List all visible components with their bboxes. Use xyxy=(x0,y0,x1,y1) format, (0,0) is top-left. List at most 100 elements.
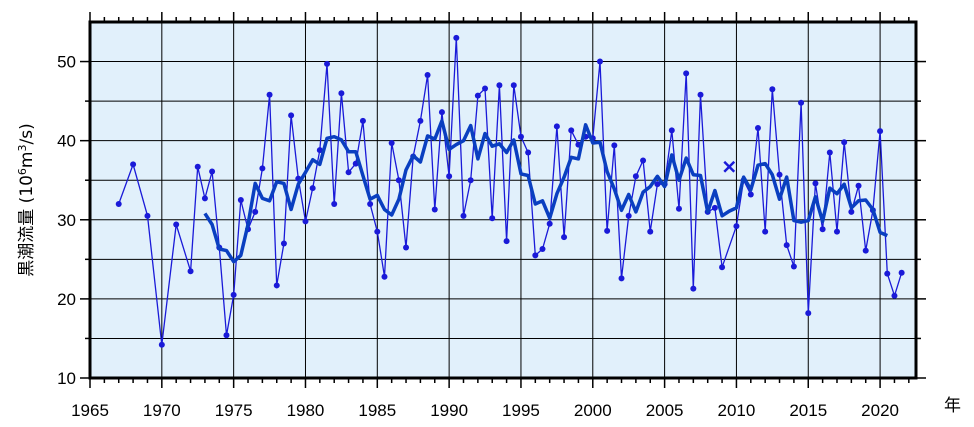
raw-series-point xyxy=(675,205,682,212)
raw-series-point xyxy=(510,82,517,89)
raw-series-point xyxy=(798,99,805,106)
raw-series-point xyxy=(331,200,338,207)
raw-series-point xyxy=(489,215,496,222)
x-tick-label: 2020 xyxy=(861,401,899,420)
plot-frame xyxy=(88,20,918,380)
raw-series-point xyxy=(769,86,776,93)
raw-series-point xyxy=(625,212,632,219)
y-tick-label: 20 xyxy=(57,290,76,309)
raw-series-point xyxy=(259,165,266,172)
raw-series-point xyxy=(438,109,445,116)
raw-series-point xyxy=(496,82,503,89)
y-tick-label: 10 xyxy=(57,369,76,388)
raw-series-point xyxy=(482,85,489,92)
raw-series-point xyxy=(374,228,381,235)
raw-series-point xyxy=(460,212,467,219)
highlight-marker xyxy=(723,160,736,173)
raw-series-point xyxy=(194,163,201,170)
raw-series-point xyxy=(424,72,431,79)
raw-series-point xyxy=(733,223,740,230)
x-tick-label: 2010 xyxy=(718,401,756,420)
raw-series-point xyxy=(841,139,848,146)
raw-series-point xyxy=(762,228,769,235)
x-tick-label: 1995 xyxy=(502,401,540,420)
x-tick-label: 1970 xyxy=(143,401,181,420)
raw-series-point xyxy=(503,238,510,245)
raw-series-point xyxy=(453,34,460,41)
raw-series-point xyxy=(668,127,675,134)
grid-lines xyxy=(89,22,916,379)
raw-series-point xyxy=(302,218,309,225)
raw-series-point xyxy=(431,206,438,213)
raw-series-point xyxy=(446,173,453,180)
raw-series-point xyxy=(640,157,647,164)
raw-series-point xyxy=(345,169,352,176)
smoothed-series-line xyxy=(203,119,889,264)
raw-series-point xyxy=(173,221,180,228)
raw-series-point xyxy=(790,263,797,270)
raw-series-point xyxy=(546,220,553,227)
raw-series-point xyxy=(848,208,855,215)
raw-series-point xyxy=(783,242,790,249)
raw-series-point xyxy=(467,177,474,184)
raw-series-point xyxy=(324,60,331,67)
y-axis-label: 黒潮流量 (106m3/s) xyxy=(16,123,38,276)
raw-series-point xyxy=(230,291,237,298)
x-axis-label: 年 xyxy=(944,396,961,416)
raw-series-point xyxy=(266,91,273,98)
raw-series-point xyxy=(647,228,654,235)
raw-series-point xyxy=(819,226,826,233)
y-axis-label-main: 黒潮流量 (10 xyxy=(17,175,37,277)
raw-series-point xyxy=(359,117,366,124)
y-axis-label-mid: m xyxy=(17,151,37,168)
x-tick-label: 1965 xyxy=(71,401,109,420)
raw-series-point xyxy=(237,197,244,203)
x-tick-label: 1975 xyxy=(215,401,253,420)
raw-series-point xyxy=(280,240,287,247)
raw-series-point xyxy=(711,204,718,211)
raw-series-point xyxy=(862,247,869,254)
raw-series-point xyxy=(683,70,690,77)
raw-series-point xyxy=(805,310,812,317)
x-tick-label: 2015 xyxy=(789,401,827,420)
raw-series-point xyxy=(855,182,862,189)
y-tick-label: 30 xyxy=(57,211,76,230)
raw-series-point xyxy=(568,127,575,134)
y-tick-labels: 10 20 30 40 50 xyxy=(57,53,76,388)
raw-series-point xyxy=(223,332,230,339)
raw-series-point xyxy=(403,244,410,251)
raw-series-point xyxy=(474,92,481,99)
raw-series-point xyxy=(252,208,259,215)
x-tick-label: 2000 xyxy=(574,401,612,420)
x-tick-labels: 1965 1970 1975 1980 1985 1990 1995 2000 2005 2010… xyxy=(71,401,899,420)
raw-series-point xyxy=(877,128,884,135)
raw-series-point xyxy=(891,292,898,299)
raw-series-point xyxy=(338,90,345,97)
raw-series-point xyxy=(596,58,603,65)
raw-series-point xyxy=(316,147,323,154)
raw-series-point xyxy=(618,275,625,282)
y-tick-label: 40 xyxy=(57,132,76,151)
raw-series-point xyxy=(604,227,611,234)
marker-x-stroke-b xyxy=(723,160,736,173)
raw-series-point xyxy=(395,177,402,184)
raw-series-point xyxy=(309,185,316,192)
raw-series-point xyxy=(187,268,194,275)
raw-series-point xyxy=(539,246,546,253)
raw-series-point xyxy=(754,125,761,132)
y-tick-label: 50 xyxy=(57,53,76,72)
raw-series-point xyxy=(898,269,905,276)
raw-series-point xyxy=(654,181,661,188)
raw-series-point xyxy=(367,200,374,207)
raw-series-point xyxy=(201,195,208,202)
raw-series-point xyxy=(697,91,704,98)
raw-series-point xyxy=(388,140,395,147)
x-tick-label: 1985 xyxy=(358,401,396,420)
raw-series-point xyxy=(553,123,560,130)
smoothed-series xyxy=(203,119,889,264)
raw-series-point xyxy=(632,173,639,180)
x-tick-label: 2005 xyxy=(646,401,684,420)
raw-series-point xyxy=(826,149,833,156)
raw-series-point xyxy=(561,234,568,241)
